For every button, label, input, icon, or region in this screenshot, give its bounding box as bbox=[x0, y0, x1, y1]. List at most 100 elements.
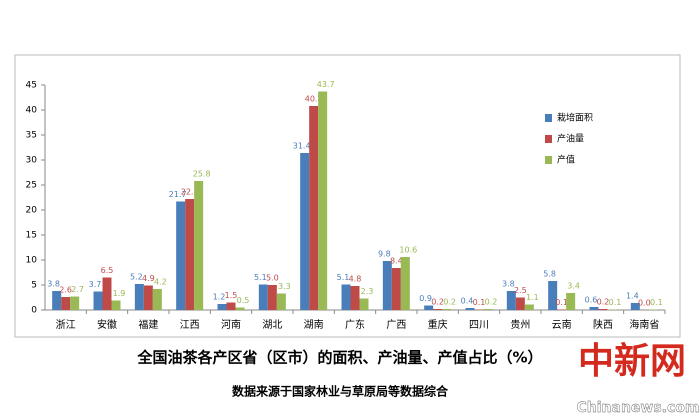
value-label: 0.0 bbox=[638, 299, 651, 308]
bar bbox=[400, 257, 410, 310]
value-label: 3.7 bbox=[89, 280, 102, 289]
y-tick-label: 45 bbox=[26, 81, 37, 91]
value-label: 0.9 bbox=[419, 294, 432, 303]
value-label: 40.8 bbox=[305, 95, 323, 104]
bar bbox=[52, 291, 62, 310]
bar bbox=[70, 296, 80, 310]
value-label: 31.4 bbox=[293, 142, 311, 151]
bar bbox=[589, 307, 599, 310]
y-tick-label: 5 bbox=[31, 281, 37, 291]
bar bbox=[548, 281, 558, 310]
bar bbox=[111, 300, 121, 310]
bar bbox=[194, 181, 204, 310]
value-label: 0.2 bbox=[443, 298, 456, 307]
chart-title: 全国油茶各产区省（区市）的面积、产油量、产值占比（%） bbox=[136, 349, 542, 367]
x-tick-label: 四川 bbox=[469, 320, 489, 331]
bar bbox=[309, 106, 319, 310]
y-tick-label: 30 bbox=[26, 156, 38, 166]
value-label: 9.8 bbox=[378, 250, 391, 259]
x-tick-label: 浙江 bbox=[56, 319, 76, 331]
x-tick-label: 广东 bbox=[345, 318, 365, 331]
value-label: 1.2 bbox=[213, 293, 226, 302]
value-label: 0.1 bbox=[473, 298, 486, 307]
value-label: 4.9 bbox=[142, 274, 155, 283]
value-label: 2.5 bbox=[514, 286, 527, 295]
chart-subtitle: 数据来源于国家林业与草原局等数据综合 bbox=[232, 384, 449, 399]
value-label: 3.4 bbox=[567, 282, 580, 291]
value-label: 5.1 bbox=[254, 273, 267, 282]
bar bbox=[474, 309, 484, 310]
bar bbox=[61, 297, 71, 310]
bar bbox=[134, 284, 144, 310]
value-label: 5.1 bbox=[337, 273, 350, 282]
x-tick-label: 河南 bbox=[221, 318, 241, 331]
bar bbox=[318, 91, 328, 310]
value-label: 2.7 bbox=[71, 285, 84, 294]
legend-label: 产油量 bbox=[557, 133, 584, 145]
value-label: 2.6 bbox=[59, 286, 72, 295]
y-tick-label: 10 bbox=[26, 256, 38, 266]
x-tick-label: 陕西 bbox=[593, 318, 613, 331]
value-label: 4.2 bbox=[154, 278, 167, 287]
bar bbox=[258, 284, 268, 310]
value-label: 5.0 bbox=[266, 274, 279, 283]
value-label: 3.3 bbox=[278, 282, 291, 291]
value-label: 6.5 bbox=[101, 266, 114, 275]
value-label: 22.2 bbox=[181, 188, 199, 197]
x-tick-label: 海南省 bbox=[629, 318, 659, 331]
legend-swatch bbox=[545, 135, 552, 143]
bar bbox=[267, 285, 277, 310]
bar bbox=[391, 268, 401, 310]
bar bbox=[557, 309, 567, 310]
bar bbox=[506, 291, 516, 310]
x-tick-label: 广西 bbox=[386, 319, 406, 331]
bar bbox=[276, 293, 286, 310]
legend-label: 栽培面积 bbox=[557, 112, 593, 124]
value-label: 10.6 bbox=[399, 246, 417, 255]
x-tick-label: 湖南 bbox=[304, 318, 324, 331]
y-tick-label: 40 bbox=[26, 106, 38, 116]
value-label: 0.2 bbox=[431, 298, 444, 307]
value-label: 43.7 bbox=[317, 80, 335, 89]
value-label: 2.3 bbox=[361, 287, 374, 296]
y-tick-label: 15 bbox=[26, 231, 37, 241]
bar bbox=[185, 199, 195, 310]
x-tick-label: 安徽 bbox=[97, 318, 117, 331]
value-label: 3.8 bbox=[47, 280, 60, 289]
value-label: 3.8 bbox=[502, 280, 515, 289]
x-tick-label: 云南 bbox=[552, 318, 572, 331]
bar bbox=[566, 293, 576, 310]
value-label: 21.7 bbox=[169, 190, 187, 199]
bar bbox=[102, 277, 112, 310]
bar bbox=[382, 261, 392, 310]
bar bbox=[350, 286, 360, 310]
bar bbox=[341, 284, 351, 310]
bar bbox=[152, 289, 162, 310]
bar bbox=[300, 153, 310, 310]
bar bbox=[93, 291, 103, 310]
legend-swatch bbox=[545, 114, 552, 122]
bar bbox=[176, 201, 186, 310]
value-label: 25.8 bbox=[193, 170, 211, 179]
watermark-site: Chinanews.com bbox=[576, 400, 699, 416]
value-label: 0.2 bbox=[597, 298, 610, 307]
y-tick-label: 20 bbox=[26, 206, 38, 216]
bar bbox=[217, 304, 227, 310]
value-label: 0.1 bbox=[555, 298, 568, 307]
bar bbox=[598, 309, 608, 310]
bar bbox=[433, 309, 443, 310]
value-label: 1.4 bbox=[626, 292, 639, 301]
legend-swatch bbox=[545, 156, 552, 164]
value-label: 5.8 bbox=[543, 270, 556, 279]
value-label: 0.4 bbox=[461, 297, 474, 306]
bar bbox=[515, 297, 525, 310]
bar bbox=[235, 307, 245, 310]
bar bbox=[648, 309, 658, 310]
bar bbox=[524, 304, 534, 310]
y-tick-label: 35 bbox=[26, 131, 37, 141]
x-tick-label: 福建 bbox=[138, 318, 158, 331]
x-tick-label: 湖北 bbox=[262, 319, 282, 331]
legend-label: 产值 bbox=[557, 154, 575, 166]
bar bbox=[359, 298, 369, 310]
value-label: 1.1 bbox=[526, 293, 539, 302]
